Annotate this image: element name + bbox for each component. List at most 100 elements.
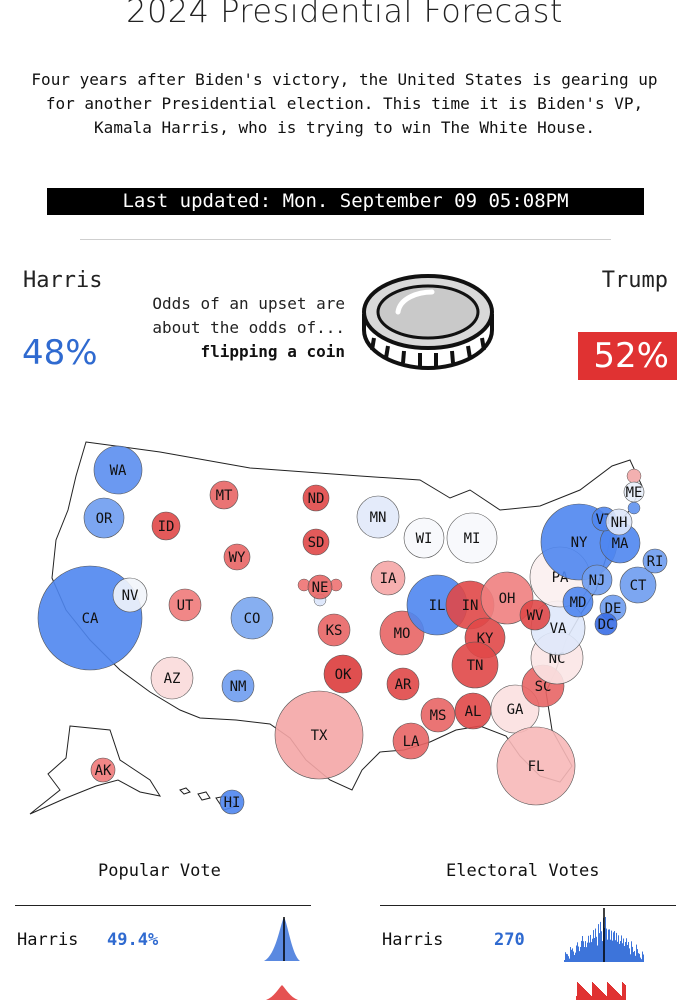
histogram-bar [605, 917, 606, 962]
state-label: IN [462, 598, 479, 614]
state-bubble-ak[interactable]: AK [90, 757, 116, 783]
state-bubble-fl[interactable]: FL [496, 726, 576, 806]
state-bubble-nv[interactable]: NV [112, 577, 148, 613]
state-label: NJ [589, 573, 606, 589]
state-label: UT [177, 598, 194, 614]
histogram-bar [638, 953, 639, 962]
state-bubble-ks[interactable]: KS [317, 613, 351, 647]
state-bubble-hi[interactable]: HI [219, 789, 245, 815]
state-bubble-wi[interactable]: WI [403, 517, 445, 559]
histogram-bar [582, 987, 583, 1000]
histogram-bar [628, 942, 629, 962]
histogram-bar [634, 951, 635, 962]
histogram-bar [577, 982, 578, 1000]
state-label: LA [403, 734, 420, 750]
histogram-bar [623, 938, 624, 962]
state-bubble-ut[interactable]: UT [168, 588, 202, 622]
histogram-bar [622, 943, 623, 962]
histogram-bar [625, 985, 626, 1000]
state-label: AK [95, 763, 112, 779]
histogram-bar [639, 953, 640, 962]
histogram-bar [567, 954, 568, 962]
state-bubble-wa[interactable]: WA [93, 445, 143, 495]
state-label: CA [82, 611, 99, 627]
histogram-bar [610, 985, 611, 1000]
state-bubble-ok[interactable]: OK [323, 654, 363, 694]
electoral-votes-harris-histogram [564, 908, 644, 962]
state-label: MO [394, 626, 411, 642]
histogram-bar [565, 952, 566, 962]
state-bubble-ri[interactable]: RI [642, 548, 668, 574]
histogram-bar [602, 992, 603, 1000]
state-bubble-nm[interactable]: NM [221, 669, 255, 703]
state-bubble-minor [626, 468, 642, 484]
state-bubble-md[interactable]: MD [562, 586, 594, 618]
state-label: NE [312, 580, 329, 596]
histogram-bar [635, 955, 636, 962]
histogram-bar [618, 993, 619, 1000]
popular-vote-harris-distribution [264, 917, 300, 961]
state-bubble-ia[interactable]: IA [370, 560, 406, 596]
state-bubble-ar[interactable]: AR [386, 667, 420, 701]
state-bubble-tn[interactable]: TN [451, 641, 499, 689]
histogram-bar [589, 994, 590, 1000]
state-label: OH [499, 591, 516, 607]
state-bubble-ms[interactable]: MS [420, 697, 456, 733]
state-bubble-mn[interactable]: MN [356, 495, 400, 539]
state-label: KS [326, 623, 343, 639]
histogram-bar [607, 982, 608, 1000]
histogram-bar [612, 940, 613, 962]
state-bubble-wv[interactable]: WV [519, 599, 551, 631]
state-bubble-nj[interactable]: NJ [581, 564, 613, 596]
state-bubble-ma[interactable]: MA [599, 522, 641, 564]
state-bubble-oh[interactable]: OH [480, 571, 534, 625]
state-bubble-la[interactable]: LA [392, 722, 430, 760]
histogram-bar [613, 988, 614, 1000]
upset-line-2: about the odds of... [152, 318, 345, 337]
state-bubble-ne[interactable]: NE [307, 574, 333, 600]
state-label: TN [467, 658, 484, 674]
state-bubble-az[interactable]: AZ [150, 656, 194, 700]
histogram-bar [588, 993, 589, 1000]
histogram-bar [588, 935, 589, 962]
state-bubble-ct[interactable]: CT [619, 566, 657, 604]
state-bubble-tx[interactable]: TX [274, 690, 364, 780]
histogram-bar [641, 959, 642, 962]
histogram-bar [630, 954, 631, 962]
state-label: IA [380, 571, 397, 587]
histogram-bar [599, 933, 600, 962]
histogram-bar [580, 947, 581, 962]
state-bubble-co[interactable]: CO [230, 596, 274, 640]
histogram-bar [569, 958, 570, 962]
state-label: IL [429, 598, 446, 614]
state-bubble-id[interactable]: ID [151, 511, 181, 541]
histogram-bar [640, 957, 641, 962]
state-bubble-nh[interactable]: NH [605, 508, 633, 536]
state-label: TX [311, 728, 328, 744]
histogram-bar [571, 949, 572, 962]
histogram-bar [616, 932, 617, 962]
histogram-bar [642, 951, 643, 962]
state-bubble-me[interactable]: ME [623, 481, 645, 503]
state-bubble-mt[interactable]: MT [209, 480, 239, 510]
histogram-bar [637, 949, 638, 962]
histogram-bar [629, 948, 630, 962]
state-bubble-al[interactable]: AL [454, 692, 492, 730]
histogram-bar [619, 994, 620, 1000]
histogram-bar [615, 940, 616, 962]
state-bubble-dc[interactable]: DC [594, 612, 618, 636]
histogram-bar [564, 960, 565, 962]
state-label: DC [598, 617, 615, 633]
state-bubble-nd[interactable]: ND [302, 484, 330, 512]
state-bubble-or[interactable]: OR [83, 497, 125, 539]
divider [80, 239, 611, 240]
state-bubble-mi[interactable]: MI [446, 512, 498, 564]
state-bubble-wy[interactable]: WY [223, 543, 251, 571]
histogram-bar [581, 940, 582, 962]
histogram-bar [586, 991, 587, 1000]
histogram-bar [631, 941, 632, 962]
state-bubble-sd[interactable]: SD [302, 528, 330, 556]
histogram-bar [610, 939, 611, 962]
trump-label: Trump [601, 268, 668, 293]
upset-odds-text: Odds of an upset are about the odds of..… [110, 292, 345, 364]
